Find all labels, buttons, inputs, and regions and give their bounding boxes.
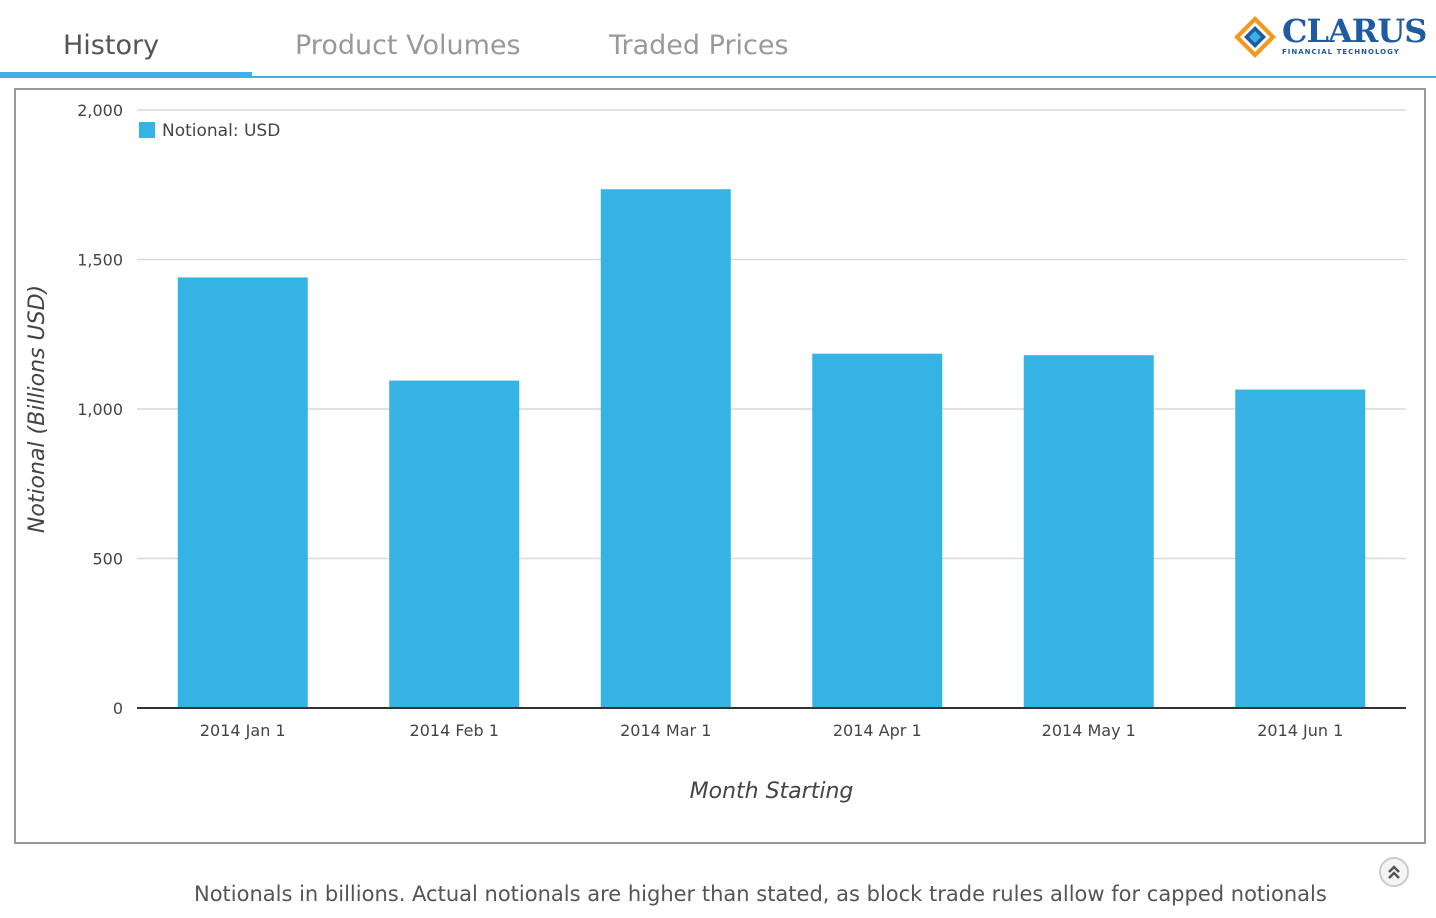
y-tick-label: 500 bbox=[92, 550, 123, 569]
bar bbox=[1023, 355, 1154, 708]
y-tick-label: 1,000 bbox=[77, 400, 123, 419]
tab-product-volumes[interactable]: Product Volumes bbox=[295, 30, 521, 61]
bar bbox=[1235, 389, 1366, 708]
x-tick-label: 2014 Jan 1 bbox=[200, 721, 286, 740]
bar bbox=[600, 189, 731, 709]
logo-name: CLARUS bbox=[1282, 12, 1427, 50]
bar bbox=[812, 353, 943, 708]
active-tab-underline bbox=[0, 72, 252, 78]
x-tick-label: 2014 Mar 1 bbox=[620, 721, 711, 740]
scroll-top-button[interactable] bbox=[1379, 857, 1409, 887]
bar bbox=[177, 277, 308, 708]
bar-chart: 0 500 1,000 1,500 2,000 2014 Jan 1 2014 Feb 1 2… bbox=[25, 101, 1406, 804]
tab-history[interactable]: History bbox=[63, 30, 160, 61]
x-tick-label: 2014 Apr 1 bbox=[833, 721, 922, 740]
y-tick-label: 1,500 bbox=[77, 251, 123, 270]
clarus-logo: CLARUS FINANCIAL TECHNOLOGY bbox=[1232, 12, 1427, 62]
bar bbox=[389, 380, 520, 708]
tab-bar: History Product Volumes Traded Prices bbox=[0, 0, 1436, 78]
double-chevron-up-icon bbox=[1388, 865, 1400, 879]
y-tick-label: 2,000 bbox=[77, 101, 123, 120]
y-tick-label: 0 bbox=[113, 699, 123, 718]
logo-diamond-icon bbox=[1234, 16, 1276, 58]
footer-note: Notionals in billions. Actual notionals … bbox=[194, 882, 1327, 906]
x-tick-label: 2014 Jun 1 bbox=[1257, 721, 1343, 740]
y-axis-title: Notional (Billions USD) bbox=[25, 285, 50, 533]
x-tick-label: 2014 Feb 1 bbox=[410, 721, 499, 740]
legend-swatch bbox=[139, 122, 155, 138]
tab-traded-prices[interactable]: Traded Prices bbox=[609, 30, 789, 61]
chart-container: 0 500 1,000 1,500 2,000 2014 Jan 1 2014 Feb 1 2… bbox=[14, 88, 1426, 844]
x-tick-label: 2014 May 1 bbox=[1042, 721, 1136, 740]
logo-tagline: FINANCIAL TECHNOLOGY bbox=[1282, 48, 1400, 56]
legend-label: Notional: USD bbox=[162, 121, 280, 141]
x-axis-title: Month Starting bbox=[690, 779, 854, 804]
